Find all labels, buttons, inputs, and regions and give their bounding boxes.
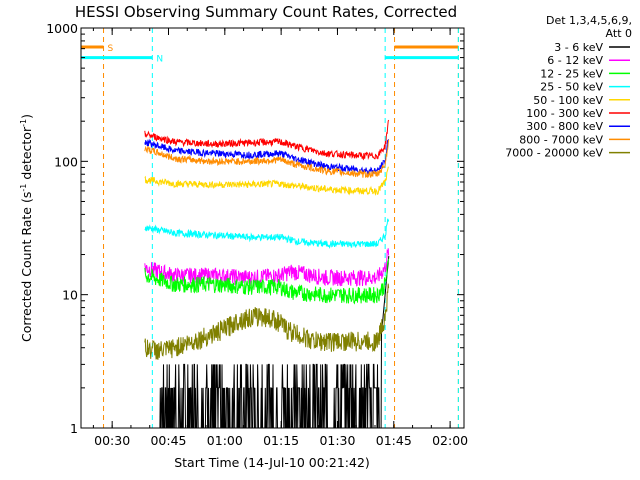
flag-label: N	[156, 55, 163, 65]
x-axis-label: Start Time (14-Jul-10 00:21:42)	[174, 455, 370, 470]
x-tick-label: 01:30	[319, 433, 355, 448]
y-tick-label: 100	[54, 154, 78, 169]
legend-entry-label: 50 - 100 keV	[533, 94, 603, 107]
plot-frame	[80, 27, 465, 429]
observing-flags: SN	[81, 28, 459, 428]
x-tick-label: 00:45	[150, 433, 186, 448]
series-line	[144, 248, 390, 287]
series-line	[144, 258, 390, 305]
y-tick-label: 1000	[46, 21, 78, 36]
legend-entry-label: 12 - 25 keV	[540, 67, 603, 80]
data-series	[144, 119, 390, 428]
series-line	[144, 218, 390, 250]
series-line	[144, 138, 390, 176]
x-tick-label: 00:30	[94, 433, 130, 448]
series-line	[144, 139, 390, 178]
legend-entry-label: 25 - 50 keV	[540, 81, 603, 94]
chart-title: HESSI Observing Summary Count Rates, Cor…	[75, 3, 457, 21]
series-line	[144, 119, 390, 161]
x-tick-label: 01:15	[263, 433, 299, 448]
series-line	[159, 256, 390, 428]
x-axis: 00:30 00:45 01:00 01:15 01:30 01:45 02:00	[92, 28, 468, 448]
legend-entry-label: 800 - 7000 keV	[519, 133, 603, 146]
legend-header-line1: Det 1,3,4,5,6,9,	[546, 14, 632, 27]
y-axis: 1 10 100 1000	[46, 21, 464, 436]
y-tick-label: 1	[70, 421, 78, 436]
legend-entry-label: 3 - 6 keV	[554, 41, 603, 54]
series-line	[144, 166, 389, 196]
legend-entry-label: 100 - 300 keV	[526, 107, 603, 120]
legend-entry-label: 6 - 12 keV	[547, 54, 603, 67]
series-line	[144, 283, 390, 360]
y-axis-label: Corrected Count Rate (s-1 detector-1)	[19, 114, 34, 342]
x-tick-label: 01:00	[207, 433, 243, 448]
y-tick-label: 10	[62, 288, 78, 303]
flag-label: S	[108, 44, 114, 54]
x-tick-label: 01:45	[376, 433, 412, 448]
legend-header-line2: Att 0	[606, 27, 632, 40]
legend-entry-label: 7000 - 20000 keV	[505, 147, 603, 160]
x-tick-label: 02:00	[432, 433, 468, 448]
legend-entry-label: 300 - 800 keV	[526, 120, 603, 133]
